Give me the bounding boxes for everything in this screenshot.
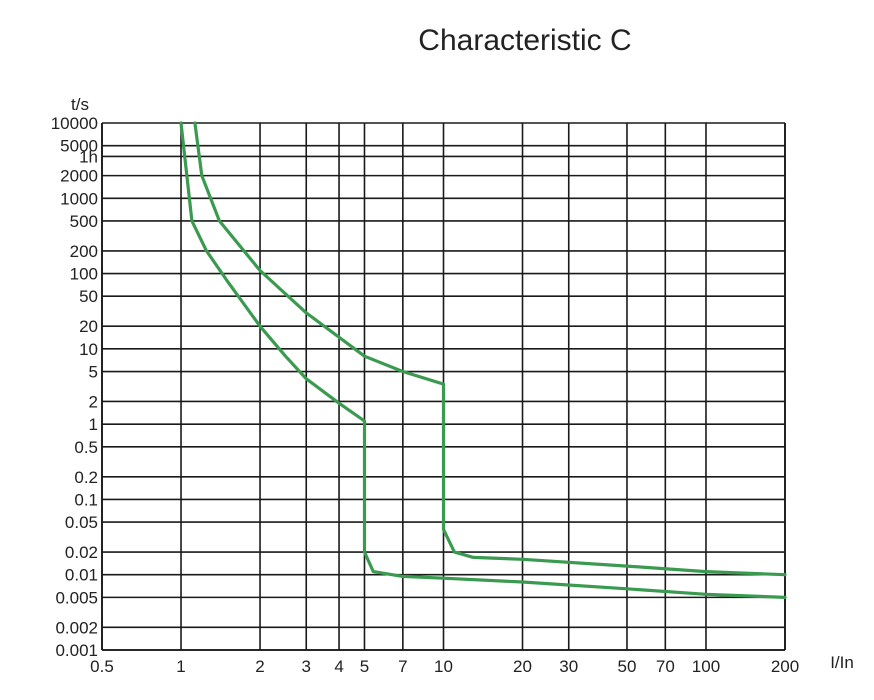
x-axis-label: I/In <box>830 653 854 672</box>
x-tick-label: 10 <box>434 657 453 676</box>
y-tick-label: 0.01 <box>65 566 98 585</box>
y-tick-label: 20 <box>79 317 98 336</box>
trip-curve-upper <box>193 121 787 577</box>
x-tick-label: 5 <box>360 657 369 676</box>
x-tick-label: 100 <box>692 657 720 676</box>
y-tick-label: 10 <box>79 340 98 359</box>
x-tick-label: 7 <box>398 657 407 676</box>
x-tick-label: 2 <box>255 657 264 676</box>
y-tick-label: 10000 <box>51 114 98 133</box>
y-tick-label: 2000 <box>60 167 98 186</box>
y-tick-label: 1 <box>89 415 98 434</box>
y-tick-label: 500 <box>70 212 98 231</box>
chart-title: Characteristic C <box>418 24 631 57</box>
x-tick-label: 3 <box>302 657 311 676</box>
y-tick-label: 0.005 <box>55 588 98 607</box>
grid <box>101 122 786 651</box>
x-tick-label: 50 <box>618 657 637 676</box>
y-tick-label: 200 <box>70 242 98 261</box>
y-tick-label: 0.5 <box>74 438 98 457</box>
x-tick-label: 4 <box>334 657 343 676</box>
y-tick-label: 1h <box>79 147 98 166</box>
y-tick-label: 0.02 <box>65 543 98 562</box>
series-layer <box>179 121 787 599</box>
y-tick-label: 0.2 <box>74 468 98 487</box>
x-tick-label: 200 <box>771 657 799 676</box>
x-tick-label: 0.5 <box>90 657 114 676</box>
y-tick-label: 1000 <box>60 189 98 208</box>
x-tick-label: 70 <box>656 657 675 676</box>
y-tick-label: 5000 <box>60 137 98 156</box>
y-tick-label: 0.1 <box>74 490 98 509</box>
trip-curve-lower <box>179 121 787 599</box>
x-tick-label: 20 <box>513 657 532 676</box>
y-tick-label: 0.05 <box>65 513 98 532</box>
x-tick-labels: 0.5 1 2 3 4 5 7 10 20 30 50 70 100 200 <box>90 657 799 676</box>
y-tick-label: 50 <box>79 287 98 306</box>
x-tick-label: 1 <box>176 657 185 676</box>
y-tick-label: 0.001 <box>55 641 98 660</box>
y-tick-label: 2 <box>89 392 98 411</box>
y-axis-label: t/s <box>71 95 89 114</box>
y-tick-label: 100 <box>70 265 98 284</box>
y-tick-label: 0.002 <box>55 618 98 637</box>
y-tick-label: 5 <box>89 363 98 382</box>
x-tick-label: 30 <box>559 657 578 676</box>
